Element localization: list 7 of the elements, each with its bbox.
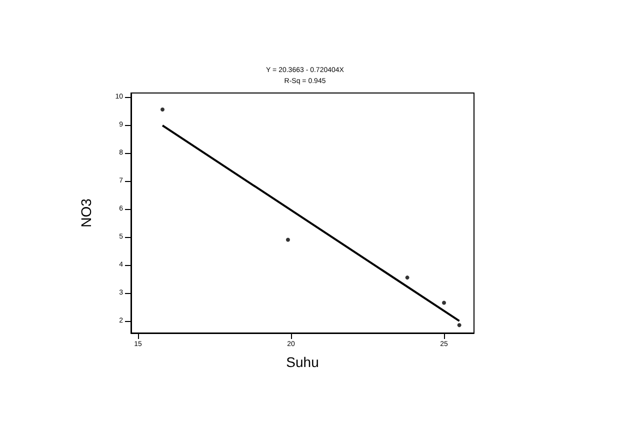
y-axis-title: NO3 <box>78 198 94 228</box>
point <box>457 323 462 328</box>
point <box>405 276 410 280</box>
point <box>286 238 290 242</box>
x-axis-title: Suhu <box>286 354 319 370</box>
point <box>160 108 165 112</box>
point <box>442 300 446 305</box>
